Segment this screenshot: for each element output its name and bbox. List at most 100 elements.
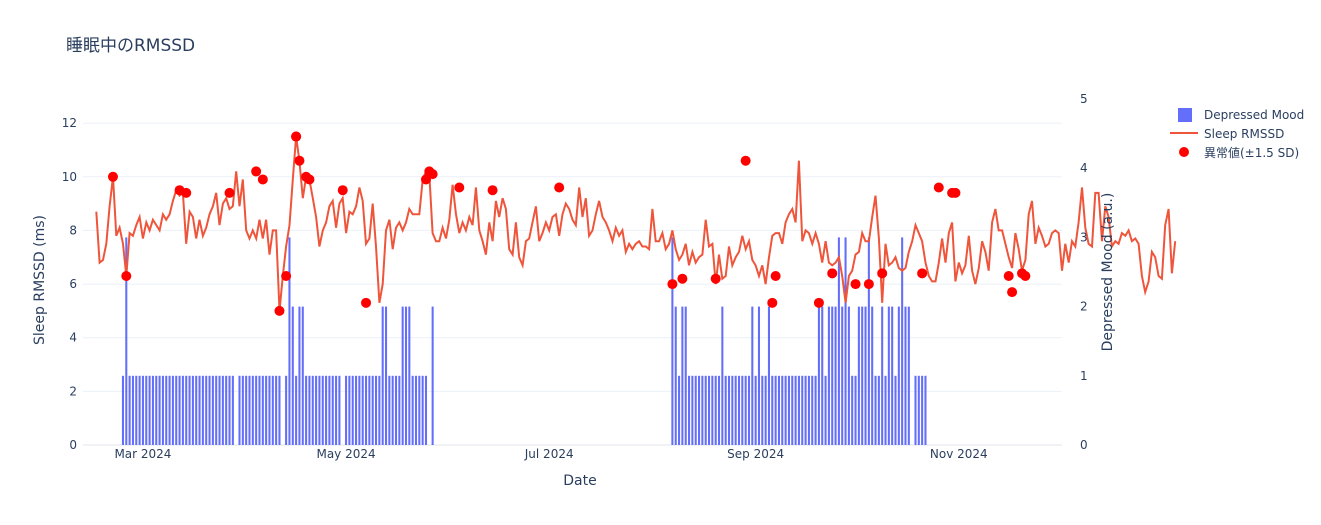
outlier-marker [304, 174, 315, 185]
y-right-tick-label: 0 [1080, 438, 1088, 452]
x-tick-label: Mar 2024 [114, 447, 171, 461]
legend-item-sleep-rmssd[interactable]: Sleep RMSSD [1170, 127, 1284, 141]
depressed-mood-bar [711, 375, 714, 445]
outlier-marker [454, 182, 465, 193]
depressed-mood-bar [175, 375, 178, 445]
outlier-marker [813, 297, 824, 308]
depressed-mood-bar [275, 375, 278, 445]
depressed-mood-bar [288, 237, 291, 445]
y-right-axis-title: Depressed Mood (a.u.) [1100, 193, 1116, 352]
depressed-mood-bar [727, 375, 731, 445]
depressed-mood-bar [221, 375, 224, 445]
depressed-mood-bar [791, 375, 794, 445]
depressed-mood-bar [744, 375, 747, 445]
outlier-marker [877, 268, 888, 279]
depressed-mood-bar [301, 306, 304, 445]
y-right-tick-label: 3 [1080, 230, 1088, 244]
depressed-mood-bar [351, 375, 354, 445]
depressed-mood-bar [188, 375, 191, 445]
depressed-mood-bar [891, 306, 894, 445]
depressed-mood-bar [704, 375, 707, 445]
depressed-mood-bar [388, 375, 391, 445]
depressed-mood-bar [871, 306, 874, 445]
outlier-marker [850, 279, 861, 290]
depressed-mood-bar [138, 375, 141, 445]
depressed-mood-bar [837, 237, 840, 445]
depressed-mood-bar [165, 375, 168, 445]
legend-item-depressed-mood[interactable]: Depressed Mood [1178, 108, 1304, 122]
depressed-mood-bar [734, 375, 737, 445]
y-right-axis-ticks: 0 1 2 3 4 5 [1080, 92, 1088, 452]
depressed-mood-bar [767, 306, 770, 445]
outlier-marker [1007, 287, 1018, 298]
depressed-mood-bar [255, 375, 258, 445]
depressed-mood-bar [335, 375, 338, 445]
depressed-mood-bar [771, 375, 774, 445]
depressed-mood-bar [834, 306, 837, 445]
depressed-mood-bar [325, 375, 328, 445]
depressed-mood-bar [921, 375, 924, 445]
outlier-marker [1020, 271, 1031, 282]
outlier-marker [257, 174, 268, 185]
outlier-marker [950, 187, 961, 198]
depressed-mood-bar [208, 375, 211, 445]
y-left-tick-label: 4 [69, 331, 77, 345]
depressed-mood-bar [914, 375, 917, 445]
depressed-mood-bar [814, 375, 817, 445]
y-left-tick-label: 0 [69, 438, 77, 452]
depressed-mood-bar [268, 375, 271, 445]
depressed-mood-bar [131, 375, 134, 445]
legend-label-depressed-mood: Depressed Mood [1204, 108, 1304, 122]
depressed-mood-bar [378, 375, 381, 445]
depressed-mood-bar [211, 375, 214, 445]
y-right-tick-label: 1 [1080, 369, 1088, 383]
depressed-mood-bar [338, 375, 341, 445]
depressed-mood-bar [381, 306, 384, 445]
y-left-axis-ticks: 0 2 4 6 8 10 12 [62, 116, 77, 452]
depressed-mood-bar [258, 375, 261, 445]
outlier-marker [710, 273, 721, 284]
depressed-mood-bar [201, 375, 204, 445]
depressed-mood-bar [298, 306, 301, 445]
outlier-marker [1003, 271, 1014, 282]
depressed-mood-bars [121, 237, 927, 445]
depressed-mood-bar [148, 375, 151, 445]
depressed-mood-bar [358, 375, 361, 445]
outlier-marker [827, 268, 838, 279]
chart-title: 睡眠中のRMSSD [66, 36, 195, 56]
depressed-mood-bar [724, 375, 727, 445]
depressed-mood-bar [305, 375, 308, 445]
depressed-mood-bar [345, 375, 348, 445]
depressed-mood-bar [804, 375, 807, 445]
depressed-mood-bar [787, 375, 790, 445]
outlier-marker [770, 271, 781, 282]
depressed-mood-bar [881, 306, 884, 445]
depressed-mood-bar [228, 375, 231, 445]
depressed-mood-bar [741, 375, 744, 445]
depressed-mood-bar [857, 306, 860, 445]
depressed-mood-bar [331, 375, 334, 445]
y-right-tick-label: 2 [1080, 300, 1088, 314]
depressed-mood-bar [674, 306, 677, 445]
depressed-mood-bar [361, 375, 364, 445]
depressed-mood-bar [155, 375, 158, 445]
depressed-mood-bar [877, 375, 880, 445]
depressed-mood-bar [384, 306, 388, 445]
depressed-mood-bar [145, 375, 148, 445]
depressed-mood-bar [394, 375, 398, 445]
depressed-mood-bar [757, 306, 761, 445]
depressed-mood-bar [901, 237, 904, 445]
depressed-mood-bar [121, 375, 124, 445]
depressed-mood-bar [285, 375, 288, 445]
outlier-marker [740, 155, 751, 166]
depressed-mood-bar [917, 375, 920, 445]
legend-item-outliers[interactable]: 異常値(±1.5 SD) [1179, 145, 1299, 160]
depressed-mood-bar [251, 375, 254, 445]
depressed-mood-bar [414, 375, 418, 445]
depressed-mood-bar [824, 375, 827, 445]
depressed-mood-bar [691, 375, 694, 445]
legend[interactable]: Depressed Mood Sleep RMSSD 異常値(±1.5 SD) [1170, 108, 1304, 160]
depressed-mood-bar [904, 306, 907, 445]
depressed-mood-bar [238, 375, 241, 445]
x-tick-label: Jul 2024 [524, 447, 574, 461]
